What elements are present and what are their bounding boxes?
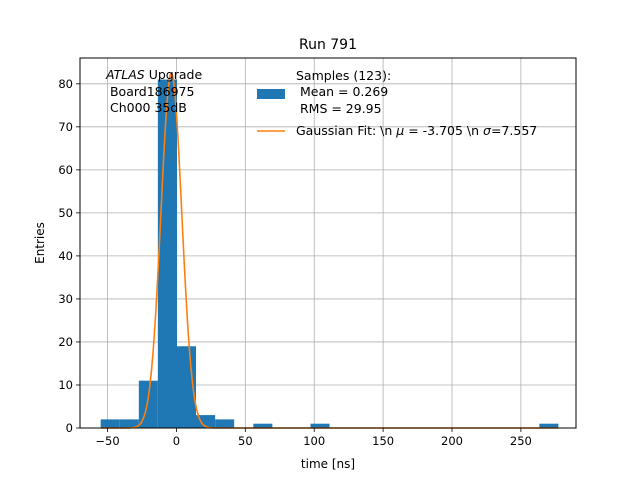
y-tick-label: 10 <box>58 378 73 392</box>
legend: Samples (123): Mean = 0.269 RMS = 29.95 … <box>257 68 537 138</box>
x-tick-label: 200 <box>441 434 463 448</box>
histogram-bar <box>119 419 139 428</box>
histogram-bar <box>310 423 330 428</box>
legend-histogram-label-3: RMS = 29.95 <box>296 101 382 116</box>
x-axis-label: time [ns] <box>301 457 355 471</box>
y-tick-label: 30 <box>58 292 73 306</box>
histogram-bar <box>100 419 120 428</box>
x-tick-label: 250 <box>510 434 532 448</box>
histogram-bar <box>215 419 235 428</box>
annotation-line-1: ATLAS Upgrade <box>105 67 202 82</box>
legend-histogram-swatch <box>257 89 285 99</box>
fit-label-prefix: Gaussian Fit: \n <box>296 123 396 138</box>
legend-histogram-label-1: Samples (123): <box>296 68 391 83</box>
y-tick-label: 40 <box>58 249 73 263</box>
y-axis-label: Entries <box>33 222 47 264</box>
x-tick-label: 0 <box>173 434 180 448</box>
x-tick-label: −50 <box>95 434 119 448</box>
histogram-bar <box>253 423 273 428</box>
y-tick-label: 60 <box>58 163 73 177</box>
upgrade-label: Upgrade <box>145 67 203 82</box>
histogram-bar <box>196 415 216 428</box>
fit-sigma-value: =7.557 <box>491 123 537 138</box>
histogram-bar <box>539 423 559 428</box>
plot-frame <box>79 57 577 429</box>
atlas-label: ATLAS <box>105 67 145 82</box>
legend-fit-label: Gaussian Fit: \n μ = -3.705 \n σ=7.557 <box>296 123 537 138</box>
fit-sigma-symbol: σ <box>483 123 492 138</box>
fit-mu-value: = -3.705 \n <box>404 123 483 138</box>
channel-label: Ch000 35dB <box>106 100 187 115</box>
histogram-bar <box>157 79 177 428</box>
y-tick-label: 50 <box>58 206 73 220</box>
board-label: Board186975 <box>106 84 194 99</box>
x-tick-label: 150 <box>372 434 394 448</box>
axis-ticks: −50 0 50 100 150 200 250 0 10 20 30 40 50 60 70 80 <box>58 77 532 448</box>
fit-mu-symbol: μ <box>395 123 404 138</box>
legend-histogram-label-2: Mean = 0.269 <box>296 84 388 99</box>
x-tick-label: 50 <box>238 434 253 448</box>
y-tick-label: 20 <box>58 335 73 349</box>
chart-title: Run 791 <box>299 37 357 53</box>
x-tick-label: 100 <box>303 434 325 448</box>
y-tick-label: 0 <box>66 421 73 435</box>
atlas-annotation: ATLAS Upgrade Board186975 Ch000 35dB <box>105 67 202 115</box>
y-tick-label: 70 <box>58 120 73 134</box>
y-tick-label: 80 <box>58 77 73 91</box>
